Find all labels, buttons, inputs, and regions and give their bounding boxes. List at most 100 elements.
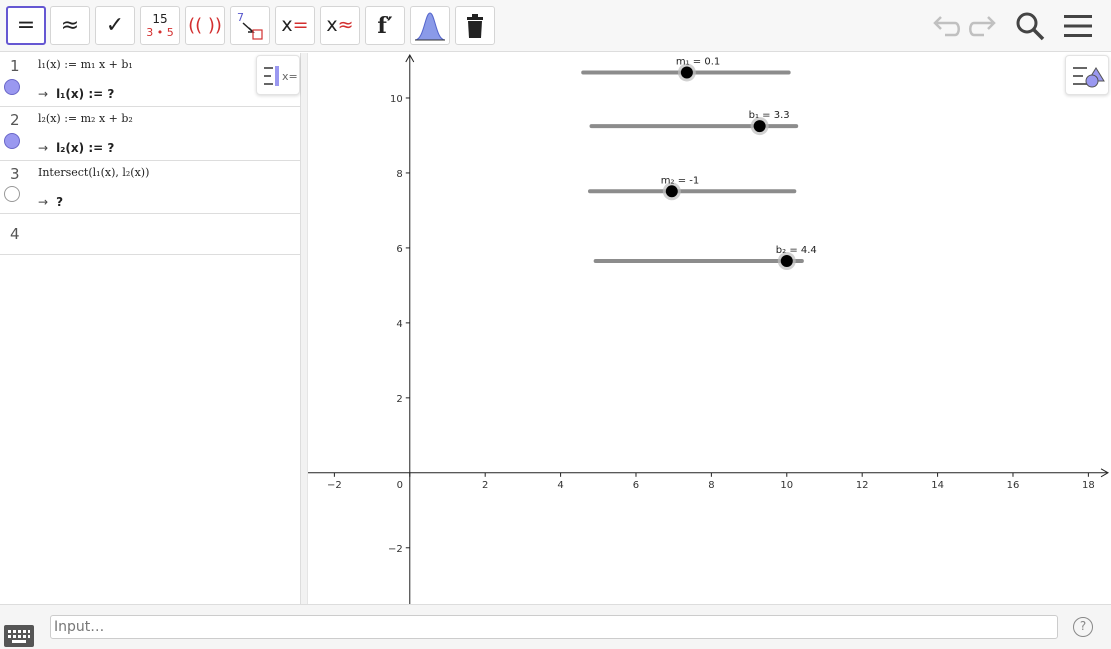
view-divider[interactable] <box>301 53 308 604</box>
x-axis-arrow-icon <box>1100 468 1110 478</box>
slider-label-m2: m₂ = -1 <box>661 175 699 186</box>
row-output-value: l₂(x) := ? <box>56 141 115 155</box>
substitute-label: 7 <box>237 11 244 24</box>
row-output: → l₁(x) := ? <box>38 87 114 101</box>
cas-row-1[interactable]: 1 l₁(x) := m₁ x + b₁ → l₁(x) := ? <box>0 53 300 107</box>
factor-label-bottom: 3 • 5 <box>146 25 174 39</box>
y-axis-arrow-icon <box>405 53 415 63</box>
graph-canvas[interactable]: −2 0 2 4 6 8 10 12 14 16 18 −2 2 4 6 8 10 m₁ = 0.1 b₁ = 3.… <box>308 53 1111 604</box>
undo-icon <box>933 16 960 37</box>
x-tick-label: 4 <box>557 480 563 491</box>
style-bar-icon: x= <box>264 66 298 86</box>
undo-button[interactable] <box>928 8 964 44</box>
slider-label-b1: b₁ = 3.3 <box>749 110 790 121</box>
visibility-marker[interactable] <box>4 133 20 149</box>
solve-button[interactable]: x = <box>275 6 315 45</box>
redo-button[interactable] <box>965 8 1001 44</box>
solve-approx-label: ≈ <box>337 14 354 36</box>
substitute-button[interactable]: 7 <box>230 6 270 45</box>
y-tick-label: 2 <box>396 394 402 405</box>
keep-input-button[interactable]: ✓ <box>95 6 135 45</box>
x-tick-label: 10 <box>780 480 793 491</box>
search-button[interactable] <box>1012 8 1048 44</box>
expand-label: (( )) <box>188 14 222 36</box>
slider-label-b2: b₂ = 4.4 <box>776 245 817 256</box>
arrow-icon: → <box>38 141 49 155</box>
arrow-icon: → <box>38 87 49 101</box>
evaluate-button[interactable]: = <box>6 6 46 45</box>
svg-text:x=: x= <box>282 70 298 83</box>
cas-row-4[interactable]: 4 <box>0 214 300 255</box>
menu-button[interactable] <box>1060 8 1096 44</box>
row-output: → l₂(x) := ? <box>38 141 114 155</box>
row-output-value: ? <box>56 195 64 209</box>
row-definition[interactable]: l₂(x) := m₂ x + b₂ <box>38 112 133 125</box>
row-number: 2 <box>10 111 20 129</box>
expand-button[interactable]: (( )) <box>185 6 225 45</box>
factor-label-top: 15 <box>152 11 168 26</box>
trash-icon <box>467 13 483 38</box>
row-number: 4 <box>10 225 20 243</box>
help-button[interactable]: ? <box>1073 617 1093 637</box>
x-tick-label: 18 <box>1082 480 1095 491</box>
y-tick-label: −2 <box>388 544 403 555</box>
arrow-icon: → <box>38 195 49 209</box>
cas-row-2[interactable]: 2 l₂(x) := m₂ x + b₂ → l₂(x) := ? <box>0 107 300 161</box>
row-number: 1 <box>10 57 20 75</box>
y-tick-label: 10 <box>390 94 403 105</box>
derivative-button[interactable]: f′ <box>365 6 405 45</box>
x-tick-label: 16 <box>1007 480 1020 491</box>
slider-knob-b2[interactable] <box>780 255 793 268</box>
cas-style-bar-button[interactable]: x= <box>256 55 300 95</box>
derivative-label: f′ <box>377 12 393 39</box>
slider-knob-b1[interactable] <box>753 120 766 133</box>
y-tick-label: 6 <box>396 244 402 255</box>
row-output-value: l₁(x) := ? <box>56 87 115 101</box>
numeric-label: ≈ <box>60 12 80 38</box>
cas-row-3[interactable]: 3 Intersect(l₁(x), l₂(x)) →? <box>0 161 300 214</box>
keyboard-button[interactable] <box>4 625 34 647</box>
help-icon: ? <box>1079 619 1087 633</box>
check-icon: ✓ <box>105 12 125 38</box>
numeric-button[interactable]: ≈ <box>50 6 90 45</box>
visibility-marker[interactable] <box>4 79 20 95</box>
visibility-marker[interactable] <box>4 186 20 202</box>
x-tick-label: 12 <box>856 480 869 491</box>
keyboard-icon <box>8 630 30 643</box>
search-icon <box>1016 12 1045 41</box>
substitute-icon: 7 <box>237 11 263 40</box>
cas-view: 1 l₁(x) := m₁ x + b₁ → l₁(x) := ? 2 l₂(x)… <box>0 53 301 604</box>
x-tick-label: 0 <box>397 480 403 491</box>
graphics-view[interactable]: −2 0 2 4 6 8 10 12 14 16 18 −2 2 4 6 8 10 m₁ = 0.1 b₁ = 3.… <box>308 53 1111 604</box>
input-field[interactable] <box>50 615 1058 639</box>
hamburger-menu-icon <box>1064 15 1092 37</box>
delete-button[interactable] <box>455 6 495 45</box>
normal-distribution-icon <box>414 11 446 40</box>
x-tick-label: 14 <box>931 480 944 491</box>
slider-knob-m2[interactable] <box>665 185 678 198</box>
y-tick-label: 4 <box>396 319 402 330</box>
evaluate-label: = <box>16 12 36 38</box>
row-number: 3 <box>10 165 20 183</box>
input-bar: ? <box>0 604 1111 649</box>
slider-label-m1: m₁ = 0.1 <box>676 56 720 67</box>
x-tick-label: 8 <box>708 480 714 491</box>
y-tick-label: 8 <box>396 169 402 180</box>
slider-knob-m1[interactable] <box>680 66 693 79</box>
solve-equals-label: = <box>292 14 309 36</box>
factor-button[interactable]: 15 3 • 5 <box>140 6 180 45</box>
x-tick-label: 6 <box>633 480 639 491</box>
x-tick-label: −2 <box>327 480 342 491</box>
row-definition[interactable]: l₁(x) := m₁ x + b₁ <box>38 58 133 71</box>
style-bar-icon <box>1073 67 1105 88</box>
probability-button[interactable] <box>410 6 450 45</box>
solve-numerically-label: x <box>326 14 338 36</box>
row-definition[interactable]: Intersect(l₁(x), l₂(x)) <box>38 166 150 179</box>
row-output: →? <box>38 195 63 209</box>
solve-label: x <box>281 14 293 36</box>
x-tick-label: 2 <box>482 480 488 491</box>
toolbar: = ≈ ✓ 15 3 • 5 (( )) 7 x = x ≈ <box>0 0 1111 52</box>
graphics-style-bar-button[interactable] <box>1065 55 1109 95</box>
solve-numerically-button[interactable]: x ≈ <box>320 6 360 45</box>
